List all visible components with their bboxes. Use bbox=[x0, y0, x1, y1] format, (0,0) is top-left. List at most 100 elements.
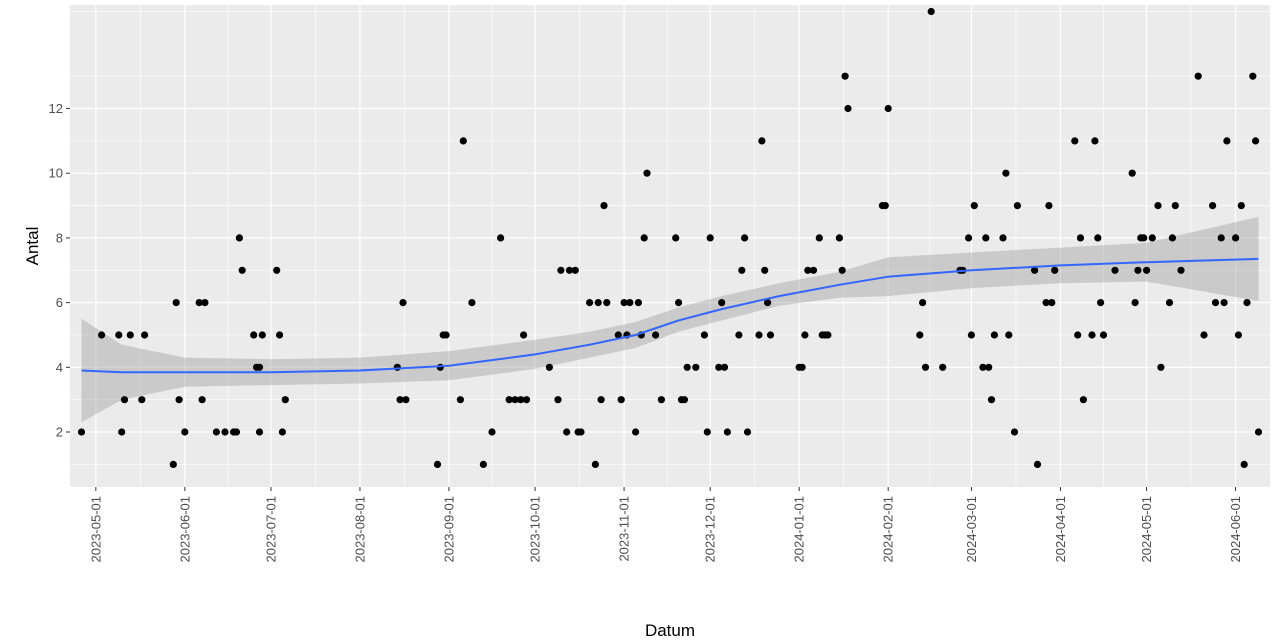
data-point bbox=[881, 202, 889, 210]
x-tick-label: 2024-02-01 bbox=[881, 496, 896, 563]
data-point bbox=[723, 428, 732, 436]
data-point bbox=[520, 331, 528, 339]
data-point bbox=[761, 266, 769, 274]
data-point bbox=[1131, 299, 1139, 307]
data-point bbox=[1111, 266, 1119, 274]
data-point bbox=[255, 363, 264, 371]
data-point bbox=[617, 396, 625, 404]
data-point bbox=[1051, 266, 1059, 274]
data-point bbox=[554, 396, 562, 404]
data-point bbox=[517, 396, 525, 404]
data-point bbox=[393, 363, 401, 371]
data-point bbox=[967, 331, 976, 339]
data-point bbox=[764, 299, 772, 307]
data-point bbox=[1097, 299, 1105, 307]
data-point bbox=[468, 299, 476, 307]
x-tick-label: 2023-12-01 bbox=[703, 496, 718, 563]
data-point bbox=[1220, 299, 1228, 307]
data-point bbox=[1232, 234, 1240, 242]
data-point bbox=[838, 266, 846, 274]
x-tick-label: 2024-06-01 bbox=[1228, 496, 1243, 563]
data-point bbox=[1157, 363, 1165, 371]
data-point bbox=[1042, 299, 1050, 307]
data-point bbox=[735, 331, 743, 339]
data-point bbox=[741, 234, 749, 242]
data-point bbox=[201, 299, 209, 307]
data-point bbox=[505, 396, 513, 404]
data-point bbox=[1243, 299, 1251, 307]
data-point bbox=[884, 104, 892, 113]
data-point bbox=[138, 396, 146, 404]
data-point bbox=[120, 396, 129, 404]
data-point bbox=[571, 266, 579, 274]
data-point bbox=[965, 234, 973, 242]
data-point bbox=[979, 363, 987, 371]
data-point bbox=[557, 266, 565, 274]
data-point bbox=[1128, 169, 1136, 177]
data-point bbox=[169, 460, 177, 468]
data-point bbox=[738, 266, 746, 274]
data-point bbox=[632, 428, 640, 436]
data-point bbox=[232, 428, 241, 436]
data-point bbox=[1076, 234, 1085, 242]
data-point bbox=[809, 266, 818, 274]
data-point bbox=[634, 299, 643, 307]
data-point bbox=[1165, 299, 1174, 307]
data-point bbox=[1002, 169, 1010, 177]
data-point bbox=[479, 460, 487, 468]
data-point bbox=[281, 396, 289, 404]
x-tick-label: 2024-04-01 bbox=[1053, 496, 1068, 563]
data-point bbox=[1091, 137, 1099, 145]
data-point bbox=[1194, 72, 1202, 80]
data-point bbox=[815, 234, 823, 242]
data-point bbox=[172, 299, 180, 307]
data-point bbox=[563, 428, 571, 436]
data-point bbox=[990, 331, 999, 339]
data-point bbox=[1237, 202, 1245, 210]
data-point bbox=[921, 363, 930, 371]
plot-panel bbox=[70, 5, 1270, 487]
data-point bbox=[1240, 460, 1248, 468]
data-point bbox=[577, 428, 585, 436]
data-point bbox=[1143, 266, 1151, 274]
y-tick-label: 8 bbox=[56, 230, 63, 245]
x-axis-ticks: 2023-05-01 2023-06-01 2023-07-01 2023-08-01… bbox=[88, 487, 1243, 563]
y-tick-label: 6 bbox=[56, 295, 63, 310]
data-point bbox=[1048, 299, 1056, 307]
data-point bbox=[115, 331, 123, 339]
data-point bbox=[273, 266, 281, 274]
x-tick-label: 2023-09-01 bbox=[441, 496, 456, 563]
data-point bbox=[844, 104, 852, 113]
data-point bbox=[565, 266, 574, 274]
y-tick-label: 4 bbox=[56, 360, 63, 375]
data-point bbox=[118, 428, 126, 436]
data-point bbox=[718, 299, 726, 307]
data-point bbox=[1088, 331, 1096, 339]
data-point bbox=[1249, 72, 1257, 80]
data-point bbox=[939, 363, 947, 371]
data-point bbox=[982, 234, 990, 242]
x-tick-label: 2023-05-01 bbox=[88, 496, 103, 563]
x-tick-label: 2023-06-01 bbox=[177, 496, 192, 563]
data-point bbox=[77, 428, 86, 436]
data-point bbox=[591, 460, 600, 468]
data-point bbox=[195, 299, 203, 307]
data-point bbox=[278, 428, 286, 436]
x-tick-label: 2023-10-01 bbox=[528, 496, 543, 563]
data-point bbox=[255, 428, 264, 436]
data-point bbox=[766, 331, 775, 339]
x-tick-label: 2023-11-01 bbox=[617, 496, 632, 562]
data-point bbox=[235, 234, 243, 242]
data-point bbox=[1033, 460, 1042, 468]
x-tick-label: 2024-03-01 bbox=[964, 496, 979, 563]
data-point bbox=[1177, 266, 1185, 274]
x-tick-label: 2024-05-01 bbox=[1139, 496, 1154, 563]
data-point bbox=[442, 331, 450, 339]
data-point bbox=[396, 396, 404, 404]
data-point bbox=[597, 396, 605, 404]
data-point bbox=[680, 396, 689, 404]
data-point bbox=[683, 363, 691, 371]
data-point bbox=[640, 234, 648, 242]
data-point bbox=[1234, 331, 1242, 339]
data-point bbox=[433, 460, 442, 468]
